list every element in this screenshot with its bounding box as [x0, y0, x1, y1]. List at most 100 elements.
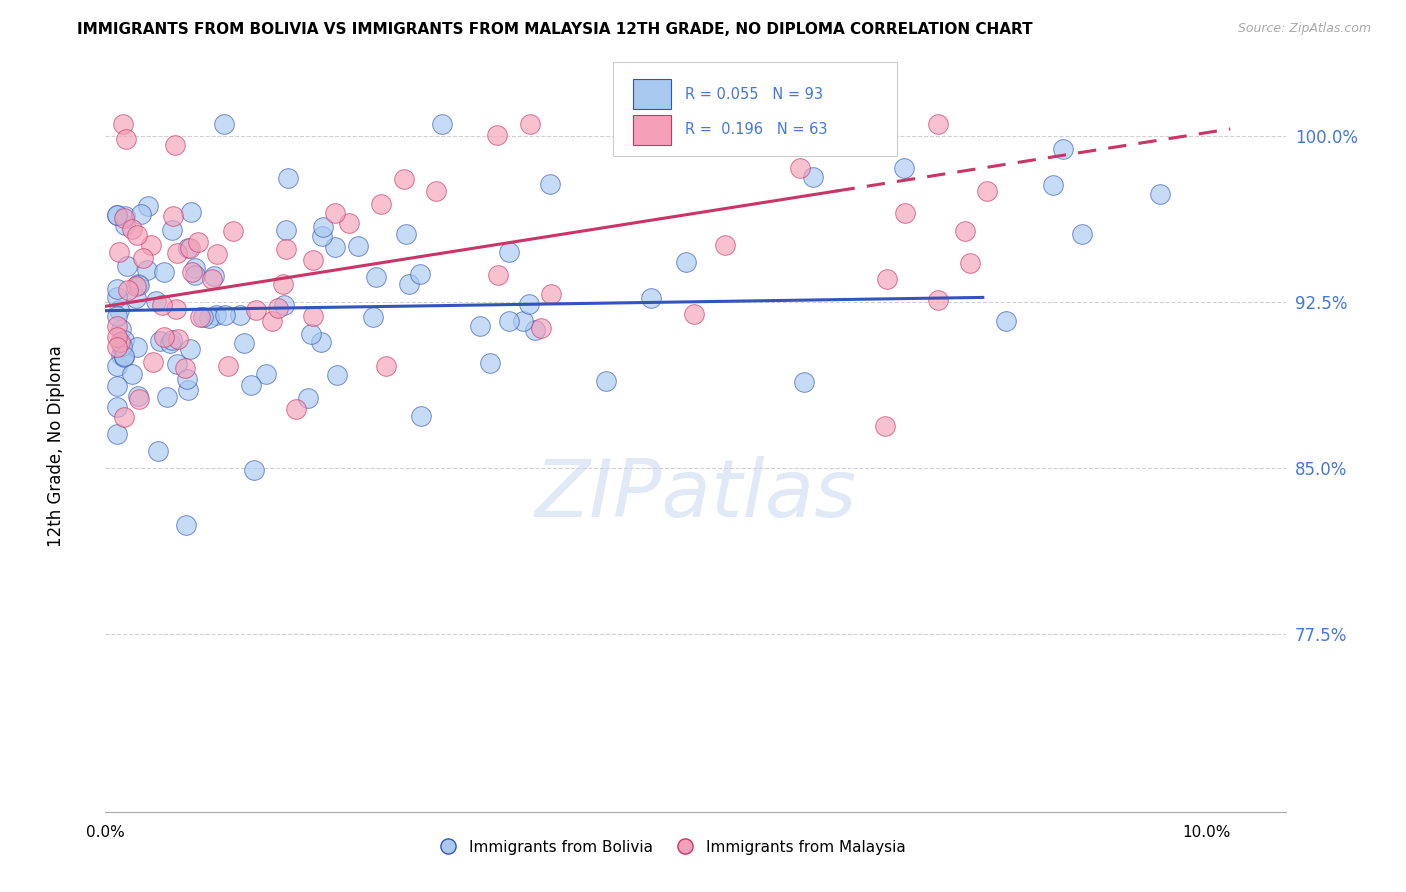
Point	[229, 308, 252, 322]
Point	[323, 206, 346, 220]
Point	[927, 118, 949, 132]
Point	[214, 308, 236, 322]
Point	[128, 278, 150, 293]
Point	[540, 287, 562, 301]
Point	[325, 368, 347, 383]
Point	[347, 238, 370, 252]
Point	[240, 377, 263, 392]
Point	[538, 178, 561, 192]
Point	[1042, 178, 1064, 192]
Point	[302, 309, 325, 323]
Point	[105, 379, 128, 393]
Text: 12th Grade, No Diploma: 12th Grade, No Diploma	[48, 345, 65, 547]
Point	[110, 321, 132, 335]
Point	[105, 208, 128, 222]
Point	[245, 303, 267, 318]
Point	[323, 240, 346, 254]
Point	[141, 238, 163, 252]
Point	[302, 253, 325, 268]
Point	[105, 290, 128, 304]
Point	[523, 322, 546, 336]
Point	[125, 291, 148, 305]
Point	[132, 251, 155, 265]
Point	[793, 375, 815, 389]
Point	[127, 277, 149, 291]
Point	[212, 118, 235, 132]
Point	[299, 327, 322, 342]
Point	[430, 118, 453, 132]
Point	[107, 244, 129, 259]
Point	[115, 259, 138, 273]
Point	[876, 271, 898, 285]
Point	[1052, 142, 1074, 156]
Point	[129, 207, 152, 221]
Text: Source: ZipAtlas.com: Source: ZipAtlas.com	[1237, 22, 1371, 36]
Point	[166, 357, 188, 371]
Point	[498, 314, 520, 328]
Point	[297, 392, 319, 406]
Point	[530, 321, 553, 335]
Point	[927, 293, 949, 307]
Point	[110, 348, 132, 362]
Point	[152, 329, 174, 343]
Point	[801, 169, 824, 184]
Point	[366, 270, 388, 285]
Point	[105, 340, 128, 354]
FancyBboxPatch shape	[613, 62, 897, 156]
Point	[260, 314, 283, 328]
Point	[174, 360, 197, 375]
Point	[198, 311, 221, 326]
Point	[395, 227, 418, 241]
Point	[205, 246, 228, 260]
FancyBboxPatch shape	[633, 114, 671, 145]
Text: IMMIGRANTS FROM BOLIVIA VS IMMIGRANTS FROM MALAYSIA 12TH GRADE, NO DIPLOMA CORRE: IMMIGRANTS FROM BOLIVIA VS IMMIGRANTS FR…	[77, 22, 1033, 37]
Point	[184, 260, 207, 275]
Point	[276, 242, 298, 256]
Text: R = 0.055   N = 93: R = 0.055 N = 93	[685, 87, 824, 102]
Point	[486, 268, 509, 282]
Text: ZIPatlas: ZIPatlas	[534, 456, 858, 534]
Point	[188, 310, 211, 325]
Point	[125, 340, 148, 354]
Point	[179, 241, 201, 255]
Point	[478, 356, 501, 370]
Point	[519, 118, 541, 132]
Point	[150, 298, 173, 312]
Point	[105, 359, 128, 373]
Point	[125, 228, 148, 243]
Point	[512, 313, 534, 327]
Point	[311, 334, 333, 349]
Point	[953, 224, 976, 238]
Point	[128, 392, 150, 406]
Point	[498, 244, 520, 259]
Point	[232, 335, 254, 350]
Point	[105, 282, 128, 296]
Point	[159, 335, 181, 350]
Point	[187, 235, 209, 249]
Point	[1149, 186, 1171, 201]
Point	[284, 402, 307, 417]
Point	[181, 264, 204, 278]
Point	[789, 161, 811, 176]
Point	[1071, 227, 1094, 242]
Point	[273, 298, 295, 312]
Point	[370, 197, 392, 211]
Point	[976, 184, 998, 198]
Text: R =  0.196   N = 63: R = 0.196 N = 63	[685, 122, 828, 137]
Legend: Immigrants from Bolivia, Immigrants from Malaysia: Immigrants from Bolivia, Immigrants from…	[433, 832, 912, 861]
Point	[114, 218, 136, 232]
Point	[311, 229, 333, 244]
Point	[115, 132, 138, 146]
Point	[398, 277, 420, 292]
Point	[193, 310, 215, 324]
Point	[111, 118, 134, 132]
Point	[112, 333, 135, 347]
Point	[149, 334, 172, 348]
Point	[595, 374, 617, 388]
Point	[165, 138, 187, 153]
Point	[105, 427, 128, 442]
Point	[202, 268, 225, 283]
Point	[117, 283, 139, 297]
Point	[179, 342, 201, 356]
Point	[276, 223, 298, 237]
